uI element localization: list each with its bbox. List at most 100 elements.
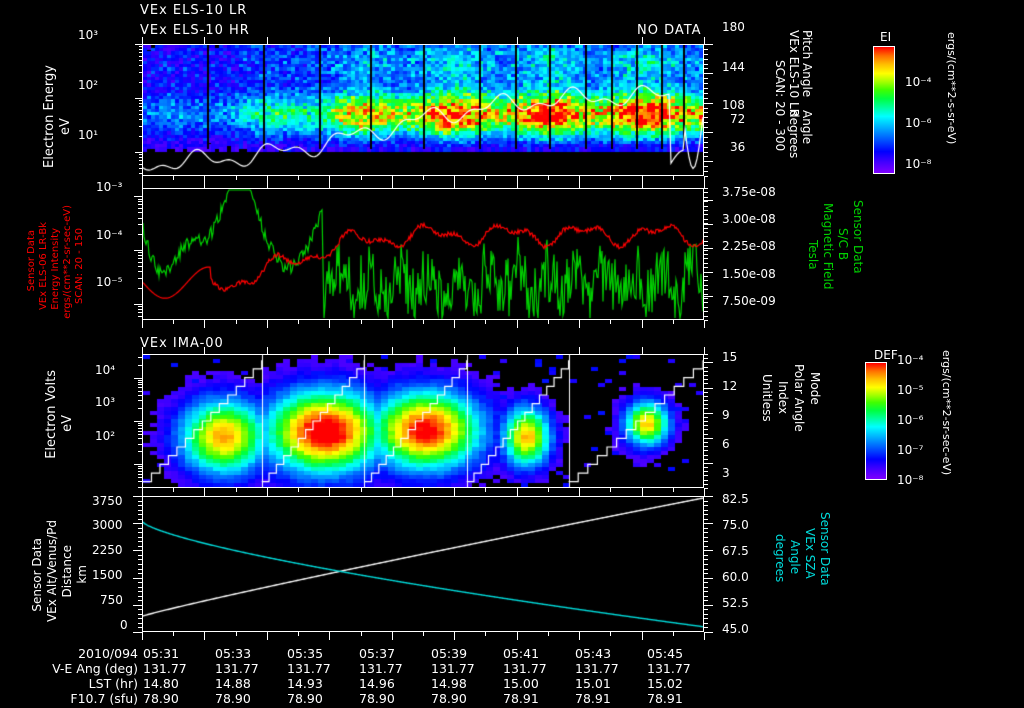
panel3-ytick-1: 10³ (95, 395, 116, 409)
table-cell-time-3: 05:37 (359, 646, 396, 661)
panel1-y2sublabel: VEx ELS-10 LR (787, 30, 801, 118)
panel3-right-ticks (704, 354, 716, 489)
panel2-ytick-0: 10⁻³ (96, 180, 123, 194)
panel1-colorbar-label: EI (880, 30, 892, 44)
panel1-right-ticks (704, 44, 716, 177)
panel1-left-ticks (135, 44, 143, 176)
panel1-y2tick-0: 180 (722, 20, 745, 34)
table-cell-time-1: 05:33 (215, 646, 252, 661)
table-cell-time-5: 05:41 (503, 646, 540, 661)
panel1-y2units: degrees (787, 110, 801, 159)
panel1-no-data-label: NO DATA (637, 23, 702, 38)
panel1-y2tick-1: 144 (722, 60, 745, 74)
panel4-ylabel-line3: Distance (60, 545, 74, 598)
panel4-y2label-line1: Sensor Data (818, 512, 832, 586)
panel3-colorbar[interactable] (865, 362, 887, 480)
table-row-label-2: LST (hr) (88, 676, 138, 691)
panel3-y2tick-4: 3 (722, 466, 730, 480)
panel3-y2tick-0: 15 (722, 350, 738, 364)
panel4-bottom-ticks (142, 632, 705, 640)
panel3-colorbar-gradient (866, 363, 886, 479)
panel1-colorbar-units: ergs/(cm**2-s-sr-eV) (945, 32, 958, 145)
panel4-ylabel-line1: Sensor Data (30, 538, 44, 612)
panel1-ylabel: Electron Energy (42, 65, 57, 168)
panel2-bottom-ticks (142, 320, 705, 328)
panel2-right-ticks (704, 188, 716, 321)
panel1-plot-frame (142, 44, 704, 176)
panel4-ytick-3: 1500 (92, 568, 123, 582)
panel4-ytick-2: 2250 (92, 543, 123, 557)
panel1-cbtick-0: 10⁻⁴ (905, 75, 932, 89)
panel2-plot-frame (142, 188, 704, 320)
panel2-y2tick-0: 3.75e-08 (722, 185, 776, 199)
panel3-top-ticks (142, 347, 705, 355)
panel4-y2tick-3: 60.0 (722, 570, 749, 584)
table-cell-ve_ang-1: 131.77 (215, 661, 259, 676)
table-cell-time-0: 05:31 (143, 646, 180, 661)
panel3-cbtick-4: 10⁻⁸ (897, 473, 924, 487)
table-cell-f107-7: 78.91 (647, 691, 683, 706)
panel1-title-lr: VEx ELS-10 LR (140, 3, 248, 18)
panel4-y2tick-0: 82.5 (722, 492, 749, 506)
panel2-left-ticks (134, 188, 142, 320)
panel3-y2label-line4: Unitless (760, 374, 774, 422)
table-cell-lst-4: 14.98 (431, 676, 467, 691)
panel4-timeseries[interactable] (143, 497, 703, 631)
panel4-ylabel-line4: km (75, 565, 89, 584)
panel3-yunits: eV (60, 415, 75, 432)
panel1-yunits: eV (58, 118, 73, 135)
panel1-y2tick-4: 72 (730, 112, 746, 126)
panel1-colorbar[interactable] (873, 46, 895, 174)
table-cell-ve_ang-3: 131.77 (359, 661, 403, 676)
panel3-cbtick-1: 10⁻⁵ (897, 383, 924, 397)
panel1-ytick-0: 10³ (78, 28, 99, 42)
table-cell-ve_ang-6: 131.77 (575, 661, 619, 676)
panel3-y2label-line2: Polar Angle (792, 364, 806, 432)
panel2-top-ticks (142, 181, 705, 189)
panel2-y2label-line3: Magnetic Field (821, 203, 835, 290)
panel3-left-ticks (134, 354, 142, 488)
panel4-ylabel-line2: VEx Alt/Venus/Pd (45, 520, 59, 623)
panel2-ytick-1: 10⁻⁴ (96, 228, 123, 242)
panel1-scan-label: SCAN: 20 - 300 (773, 60, 787, 152)
panel3-plot-frame (142, 354, 704, 488)
panel2-y2label-line4: Tesla (806, 240, 820, 270)
table-row-label-1: V-E Ang (deg) (52, 661, 138, 676)
panel4-ytick-4: 750 (100, 593, 123, 607)
table-cell-f107-2: 78.90 (287, 691, 323, 706)
panel3-colorbar-ticks (887, 362, 895, 480)
panel3-ylabel: Electron Volts (44, 370, 59, 459)
panel3-y2tick-1: 12 (722, 379, 738, 393)
panel1-spectrogram[interactable] (143, 45, 703, 175)
table-cell-lst-3: 14.96 (359, 676, 395, 691)
table-cell-lst-6: 15.01 (575, 676, 611, 691)
panel4-y2label-line4: degrees (773, 534, 787, 583)
panel2-y2tick-1: 3.00e-08 (722, 212, 776, 226)
table-cell-time-2: 05:35 (287, 646, 324, 661)
panel2-timeseries[interactable] (143, 189, 703, 319)
panel2-ylabel-line5: SCAN: 20 - 150 (74, 228, 85, 304)
panel2-ylabel-line4: ergs/(cm**2-sr-sec-eV) (62, 205, 73, 319)
panel4-ytick-0: 3750 (92, 494, 123, 508)
panel3-cbtick-2: 10⁻⁶ (897, 413, 924, 427)
panel2-y2label-line1: Sensor Data (851, 200, 865, 274)
panel1-y2tick-2: 108 (722, 98, 745, 112)
table-cell-ve_ang-7: 131.77 (647, 661, 691, 676)
panel3-y2label-line3: Index (776, 381, 790, 415)
panel4-ytick-1: 3000 (92, 518, 123, 532)
panel4-top-ticks (142, 489, 705, 497)
table-cell-lst-0: 14.80 (143, 676, 179, 691)
panel1-ytick-2: 10¹ (78, 128, 99, 142)
panel3-ytick-0: 10⁴ (95, 363, 116, 377)
panel3-spectrogram[interactable] (143, 355, 703, 487)
panel3-colorbar-label: DEF (874, 348, 898, 362)
table-cell-lst-7: 15.02 (647, 676, 683, 691)
table-cell-lst-2: 14.93 (287, 676, 323, 691)
table-cell-lst-5: 15.00 (503, 676, 539, 691)
panel2-y2tick-3: 1.50e-08 (722, 267, 776, 281)
panel1-cbtick-1: 10⁻⁶ (905, 116, 932, 130)
table-cell-lst-1: 14.88 (215, 676, 251, 691)
panel1-top-ticks (142, 37, 705, 45)
panel3-title: VEx IMA-00 (140, 336, 224, 351)
table-cell-f107-0: 78.90 (143, 691, 179, 706)
